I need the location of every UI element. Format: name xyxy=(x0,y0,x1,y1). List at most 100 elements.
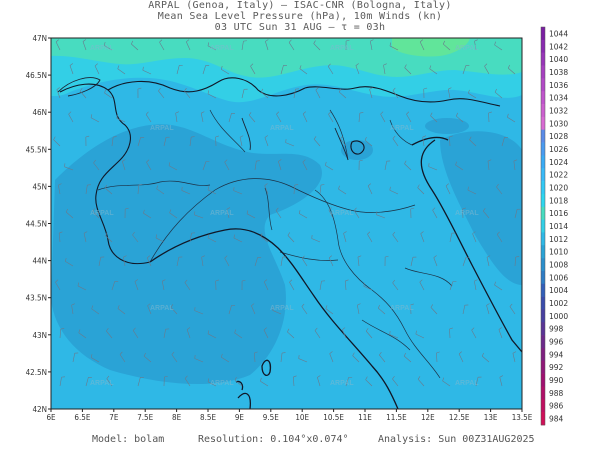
wind-barb xyxy=(72,353,76,363)
wind-barb xyxy=(234,332,243,339)
wind-barb-flag xyxy=(55,279,59,283)
wind-barb xyxy=(404,67,412,75)
wind-barb-flag xyxy=(105,232,108,236)
wind-barb-flag xyxy=(254,351,258,354)
colorbar-swatch xyxy=(541,270,545,285)
colorbar-label: 1008 xyxy=(549,261,568,270)
wind-barb-flag xyxy=(90,354,93,358)
wind-barb-flag xyxy=(117,305,120,309)
wind-barb xyxy=(250,66,256,75)
wind-barb xyxy=(509,306,516,315)
wind-barb xyxy=(68,114,74,123)
wind-barb-flag xyxy=(357,303,361,306)
latitude-axis: 47N 46.5N 46N 45.5N 45N 44.5N 44N 43.5N 43N 42.5N… xyxy=(26,34,51,414)
wind-barb xyxy=(462,305,466,315)
wind-barb-flag xyxy=(248,112,252,116)
x-tick-label: 12.5E xyxy=(449,413,470,422)
x-tick-label: 11.5E xyxy=(386,413,407,422)
wind-barb xyxy=(380,114,386,123)
wind-barb-flag xyxy=(201,111,205,114)
wind-barb xyxy=(363,285,373,291)
x-tick-label: 13.5E xyxy=(512,413,533,422)
wind-barb-flag xyxy=(392,231,396,235)
wind-barb-flag xyxy=(65,208,68,213)
wind-barb-flag xyxy=(455,112,459,117)
wind-barb-flag xyxy=(181,186,183,191)
wind-barb-flag xyxy=(379,351,382,356)
wind-barb xyxy=(71,305,74,315)
wind-barb-flag xyxy=(498,327,502,330)
wind-barb xyxy=(147,305,152,315)
wind-barb xyxy=(181,190,191,195)
wind-barb xyxy=(239,137,243,147)
watermark: ARPAL xyxy=(90,45,114,52)
wind-barb xyxy=(224,257,230,267)
colorbar-label: 1020 xyxy=(549,183,568,192)
wind-barb-flag xyxy=(53,136,56,140)
wind-barb-flag xyxy=(486,255,491,258)
wind-barb-flag xyxy=(83,231,88,234)
wind-barb-flag xyxy=(484,63,488,67)
wind-barb-flag xyxy=(415,330,417,335)
wind-barb-flag xyxy=(145,111,149,115)
wind-barb-flag xyxy=(142,66,144,71)
colorbar-swatch xyxy=(541,168,545,182)
wind-barb-flag xyxy=(345,39,350,42)
wind-barb-flag xyxy=(60,328,65,330)
colorbar-label: 998 xyxy=(549,325,564,334)
wind-barb-flag xyxy=(419,279,423,283)
wind-barb xyxy=(91,308,100,315)
wind-barb-flag xyxy=(91,305,94,309)
wind-barb-flag xyxy=(406,111,410,115)
wind-barb-flag xyxy=(380,111,384,115)
map-field: ARPAL ARPAL ARPAL ARPAL ARPAL ARPAL ARPA… xyxy=(51,38,522,409)
wind-barb xyxy=(328,114,334,123)
wind-barb xyxy=(143,355,152,363)
wind-barb xyxy=(79,90,87,99)
wind-barb-flag xyxy=(363,282,365,287)
wind-barb-flag xyxy=(143,352,146,357)
wind-barb xyxy=(137,137,141,147)
wind-barb xyxy=(443,43,451,51)
wind-barb xyxy=(392,234,399,243)
watermark: ARPAL xyxy=(330,380,354,387)
colorbar-label: 1004 xyxy=(549,286,568,295)
wind-barb-flag xyxy=(507,113,509,118)
y-tick-label: 42N xyxy=(32,405,47,414)
wind-barb-flag xyxy=(234,329,237,333)
wind-barb xyxy=(417,187,425,195)
wind-barb-flag xyxy=(215,135,219,138)
wind-barb xyxy=(299,213,308,219)
wind-barb-flag xyxy=(364,136,367,141)
wind-barb-flag xyxy=(143,209,145,214)
pressure-colorbar: 1044 1042 1040 1038 1036 1034 1032 1030 1028 1026… xyxy=(540,26,568,426)
colorbar-label: 1026 xyxy=(549,145,568,154)
wind-barb-flag xyxy=(513,159,518,162)
wind-barb-flag xyxy=(69,63,74,66)
wind-barb xyxy=(263,329,269,339)
wind-barb-flag xyxy=(494,41,496,46)
wind-barb-flag xyxy=(125,207,129,210)
wind-barb xyxy=(449,233,453,243)
wind-barb xyxy=(302,113,308,123)
wind-barb-flag xyxy=(404,64,407,68)
y-tick-label: 45N xyxy=(32,182,47,191)
wind-barb xyxy=(221,69,230,75)
wind-barb-flag xyxy=(207,378,210,382)
wind-barb-flag xyxy=(169,209,172,213)
wind-barb xyxy=(285,142,295,147)
wind-barb xyxy=(355,65,360,75)
colorbar-swatch xyxy=(541,116,545,131)
wind-barb-flag xyxy=(429,65,432,69)
wind-barb xyxy=(410,304,412,315)
wind-barb-flag xyxy=(417,184,420,188)
wind-barb-flag xyxy=(352,352,355,356)
wind-barb-flag xyxy=(94,63,98,67)
wind-barb xyxy=(293,89,296,99)
wind-barb xyxy=(189,233,192,243)
colorbar-label: 1042 xyxy=(549,42,568,51)
wind-barb-flag xyxy=(365,376,368,380)
wind-barb xyxy=(123,257,126,267)
colorbar-label: 1024 xyxy=(549,158,568,167)
wind-barb xyxy=(155,237,165,243)
